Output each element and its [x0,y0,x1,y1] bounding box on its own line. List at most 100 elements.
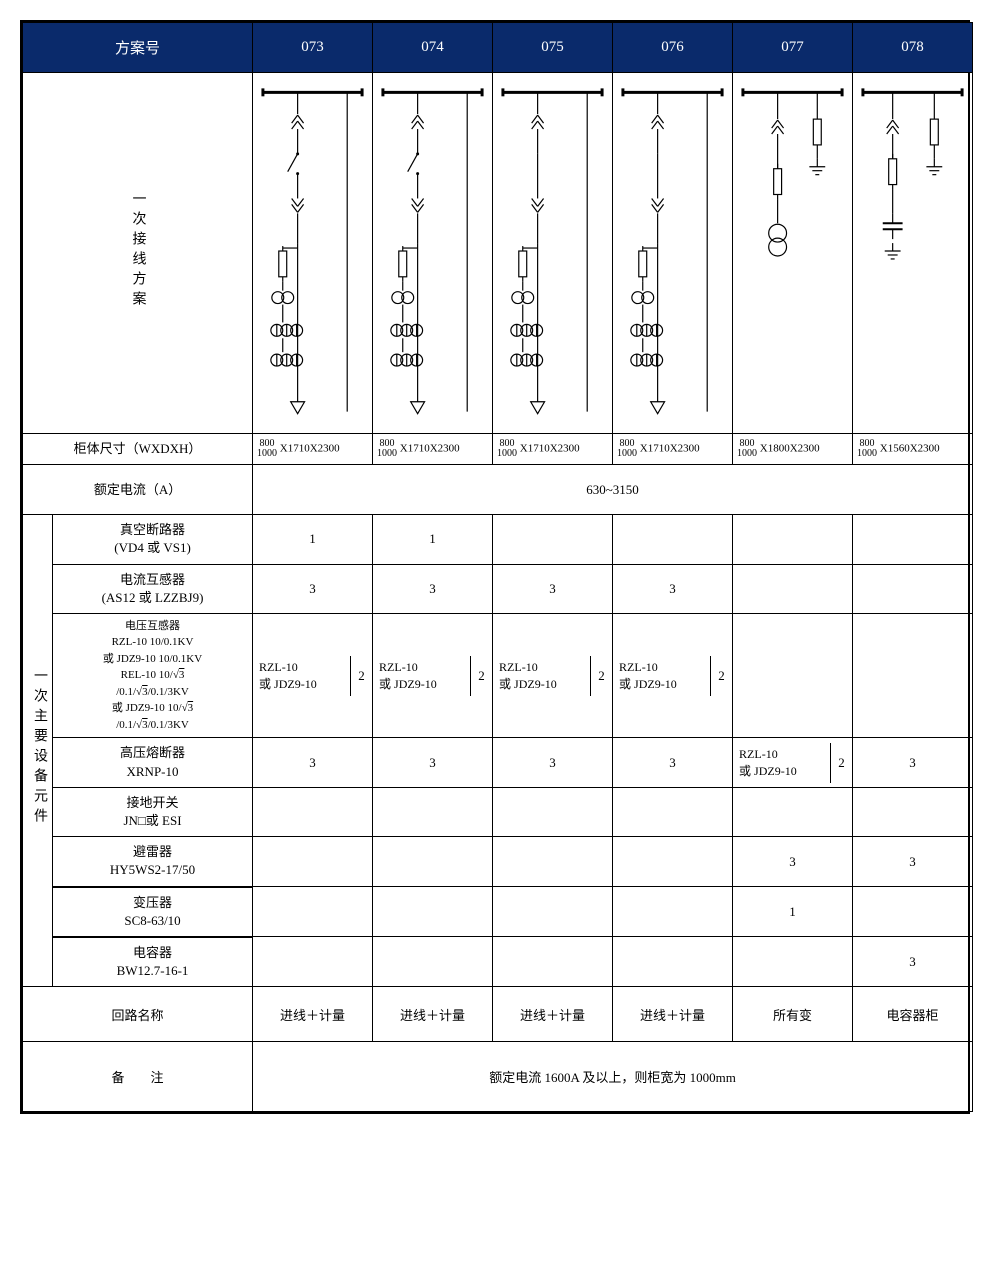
circuit-name-label: 回路名称 [23,987,253,1042]
equip-label-0: 真空断路器(VD4 或 VS1) [53,515,253,564]
cn3: 进线＋计量 [613,987,733,1042]
e4c3 [613,787,733,836]
e5c4: 3 [733,837,853,887]
cabinet-075: 8001000 X1710X2300 [493,434,613,465]
note-value: 额定电流 1600A 及以上，则柜宽为 1000mm [253,1042,973,1112]
equip-label-5: 避雷器HY5WS2-17/50 [53,837,253,887]
cabinet-076: 8001000 X1710X2300 [613,434,733,465]
equip-row-1: 电流互感器(AS12 或 LZZBJ9) 3333 [23,564,973,613]
e3c3: 3 [613,738,733,787]
rated-current-value: 630~3150 [253,465,973,515]
e4c0 [253,787,373,836]
note-label: 备 注 [23,1042,253,1112]
e0c2 [493,515,613,564]
e6c0 [253,887,373,937]
e7c5: 3 [853,937,973,987]
e7c3 [613,937,733,987]
e7c0 [253,937,373,987]
equip-row-5: 避雷器HY5WS2-17/50 33 [23,837,973,887]
header-row: 方案号 073 074 075 076 077 078 [23,23,973,73]
e1c4 [733,564,853,613]
e7c4 [733,937,853,987]
e3c1: 3 [373,738,493,787]
e0c3 [613,515,733,564]
col-076: 076 [613,23,733,73]
equip-row-0: 一次主要设备元件 真空断路器(VD4 或 VS1) 11 [23,515,973,564]
e3c5: 3 [853,738,973,787]
e7c1 [373,937,493,987]
e2c5 [853,613,973,738]
equip-row-7: 电容器BW12.7-16-1 3 [23,937,973,987]
cabinet-074: 8001000 X1710X2300 [373,434,493,465]
spec-table: 方案号 073 074 075 076 077 078 一次接线方案 柜体尺寸（… [20,20,970,1114]
wiring-label: 一次接线方案 [128,191,148,311]
e3c2: 3 [493,738,613,787]
scheme-label: 方案号 [23,23,253,73]
cabinet-row: 柜体尺寸（WXDXH） 8001000 X1710X2300 8001000 X… [23,434,973,465]
cn1: 进线＋计量 [373,987,493,1042]
e2c3: RZL-10或 JDZ9-102 [613,613,733,738]
equip-label-1: 电流互感器(AS12 或 LZZBJ9) [53,564,253,613]
col-073: 073 [253,23,373,73]
equip-row-2: 电压互感器RZL-10 10/0.1KV或 JDZ9-10 10/0.1KVRE… [23,613,973,738]
equip-row-6: 变压器SC8-63/10 1 [23,887,973,937]
e3c0: 3 [253,738,373,787]
e2c0: RZL-10或 JDZ9-102 [253,613,373,738]
e4c2 [493,787,613,836]
e0c0: 1 [253,515,373,564]
equip-row-3: 高压熔断器XRNP-10 3333 RZL-10或 JDZ9-102 3 [23,738,973,787]
equip-label-3: 高压熔断器XRNP-10 [53,738,253,787]
cabinet-label: 柜体尺寸（WXDXH） [23,434,253,465]
cn5: 电容器柜 [853,987,973,1042]
e6c3 [613,887,733,937]
cabinet-077: 8001000 X1800X2300 [733,434,853,465]
e5c1 [373,837,493,887]
e0c1: 1 [373,515,493,564]
e6c2 [493,887,613,937]
col-074: 074 [373,23,493,73]
col-075: 075 [493,23,613,73]
equip-label-4: 接地开关JN□或 ESI [53,787,253,836]
equip-side-label: 一次主要设备元件 [23,515,53,987]
e5c2 [493,837,613,887]
e1c5 [853,564,973,613]
cabinet-078: 8001000 X1560X2300 [853,434,973,465]
diagram-078 [853,73,973,434]
diagram-074 [373,73,493,434]
e6c5 [853,887,973,937]
e0c4 [733,515,853,564]
wiring-row: 一次接线方案 [23,73,973,434]
cabinet-073: 8001000 X1710X2300 [253,434,373,465]
diagram-073 [253,73,373,434]
e6c4: 1 [733,887,853,937]
cn0: 进线＋计量 [253,987,373,1042]
e1c2: 3 [493,564,613,613]
circuit-name-row: 回路名称 进线＋计量 进线＋计量 进线＋计量 进线＋计量 所有变 电容器柜 [23,987,973,1042]
e5c0 [253,837,373,887]
equip-label-7: 电容器BW12.7-16-1 [53,937,253,987]
e1c0: 3 [253,564,373,613]
e4c4 [733,787,853,836]
cn2: 进线＋计量 [493,987,613,1042]
col-077: 077 [733,23,853,73]
equip-label-2: 电压互感器RZL-10 10/0.1KV或 JDZ9-10 10/0.1KVRE… [53,613,253,738]
e2c1: RZL-10或 JDZ9-102 [373,613,493,738]
e4c5 [853,787,973,836]
cn4: 所有变 [733,987,853,1042]
rated-current-row: 额定电流（A） 630~3150 [23,465,973,515]
e6c1 [373,887,493,937]
e2c2: RZL-10或 JDZ9-102 [493,613,613,738]
e1c3: 3 [613,564,733,613]
equip-label-6: 变压器SC8-63/10 [53,887,253,937]
e2c4 [733,613,853,738]
e7c2 [493,937,613,987]
wiring-label-cell: 一次接线方案 [23,73,253,434]
diagram-077 [733,73,853,434]
e3c4: RZL-10或 JDZ9-102 [733,738,853,787]
e4c1 [373,787,493,836]
e5c3 [613,837,733,887]
equip-row-4: 接地开关JN□或 ESI [23,787,973,836]
e1c1: 3 [373,564,493,613]
col-078: 078 [853,23,973,73]
e5c5: 3 [853,837,973,887]
